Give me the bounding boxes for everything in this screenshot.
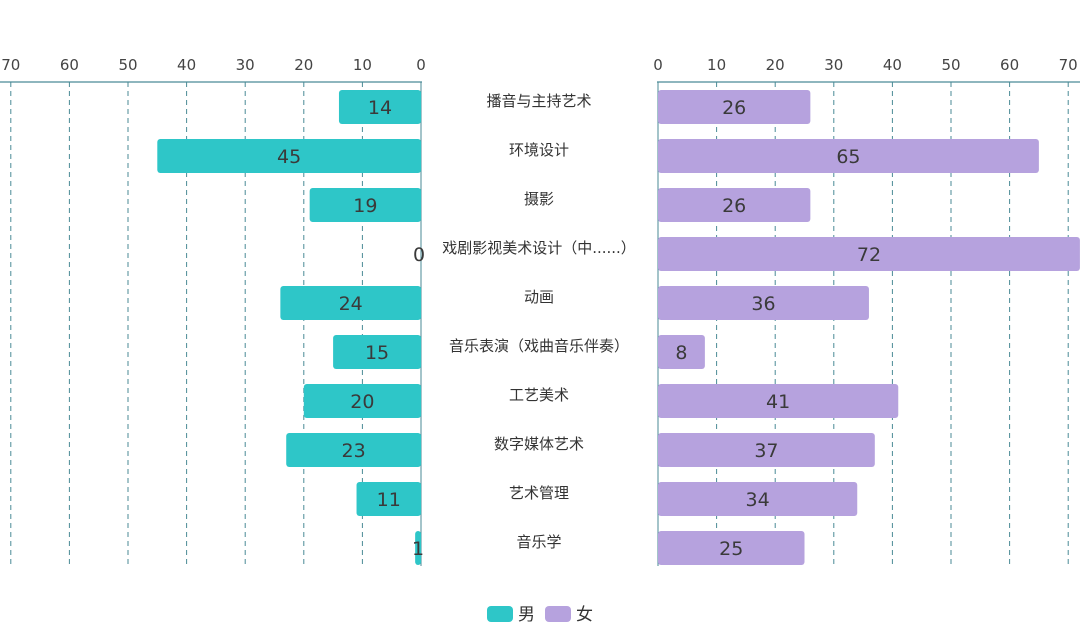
male-value-label: 45 [277, 146, 301, 168]
male-bar [356, 482, 421, 516]
female-value-label: 36 [751, 293, 775, 315]
female-value-label: 25 [719, 538, 743, 560]
male-bar [333, 335, 421, 369]
female-value-label: 26 [722, 97, 746, 119]
male-bar [157, 139, 422, 173]
male-value-label: 15 [365, 342, 389, 364]
male-value-label: 20 [350, 391, 374, 413]
female-bar [658, 482, 858, 516]
category-label: 艺术管理 [509, 484, 569, 502]
female-value-label: 8 [675, 342, 687, 364]
category-label: 动画 [524, 288, 554, 306]
category-label: 工艺美术 [509, 386, 569, 404]
legend-swatch-female [545, 606, 571, 622]
female-value-label: 26 [722, 195, 746, 217]
legend-label-male: 男 [518, 605, 535, 625]
right-x-tick-label: 70 [1059, 56, 1078, 74]
female-bar [658, 139, 1039, 173]
right-x-tick-label: 50 [941, 56, 960, 74]
left-x-tick-label: 70 [1, 56, 20, 74]
female-bar [658, 335, 705, 369]
female-value-label: 37 [754, 440, 778, 462]
left-x-tick-label: 10 [353, 56, 372, 74]
left-x-tick-label: 40 [177, 56, 196, 74]
male-value-label: 11 [377, 489, 401, 511]
male-bar [286, 433, 421, 467]
male-bar [309, 188, 421, 222]
right-x-tick-label: 20 [766, 56, 785, 74]
male-value-label: 0 [413, 244, 425, 266]
left-x-tick-label: 50 [118, 56, 137, 74]
female-bar [658, 90, 811, 124]
female-value-label: 34 [746, 489, 770, 511]
male-value-label: 24 [339, 293, 363, 315]
male-value-label: 14 [368, 97, 392, 119]
category-label: 摄影 [524, 190, 554, 208]
left-x-tick-label: 0 [416, 56, 426, 74]
left-x-tick-label: 20 [294, 56, 313, 74]
legend-label-female: 女 [576, 605, 593, 625]
category-label: 音乐学 [516, 533, 561, 551]
male-value-label: 19 [353, 195, 377, 217]
female-bar [658, 384, 899, 418]
left-x-tick-label: 60 [60, 56, 79, 74]
category-label: 数字媒体艺术 [494, 435, 584, 453]
category-label: 音乐表演（戏曲音乐伴奏） [449, 337, 629, 355]
right-x-tick-label: 10 [707, 56, 726, 74]
female-bar [658, 286, 869, 320]
right-x-tick-label: 30 [824, 56, 843, 74]
right-x-tick-label: 0 [653, 56, 663, 74]
male-bar [338, 90, 421, 124]
female-value-label: 72 [857, 244, 881, 266]
male-value-label: 23 [342, 440, 366, 462]
legend-swatch-male [487, 606, 513, 622]
female-value-label: 65 [836, 146, 860, 168]
right-x-tick-label: 60 [1000, 56, 1019, 74]
category-label: 播音与主持艺术 [486, 92, 591, 110]
female-bar [658, 188, 811, 222]
female-bar [658, 237, 1080, 271]
male-bar [280, 286, 421, 320]
male-bar [303, 384, 421, 418]
female-value-label: 41 [766, 391, 790, 413]
male-bar [415, 531, 421, 565]
left-x-tick-label: 30 [236, 56, 255, 74]
female-bar [658, 531, 805, 565]
category-label: 戏剧影视美术设计（中......） [442, 239, 636, 257]
male-value-label: 1 [412, 538, 424, 560]
category-label: 环境设计 [509, 141, 569, 159]
female-bar [658, 433, 875, 467]
right-x-tick-label: 40 [883, 56, 902, 74]
